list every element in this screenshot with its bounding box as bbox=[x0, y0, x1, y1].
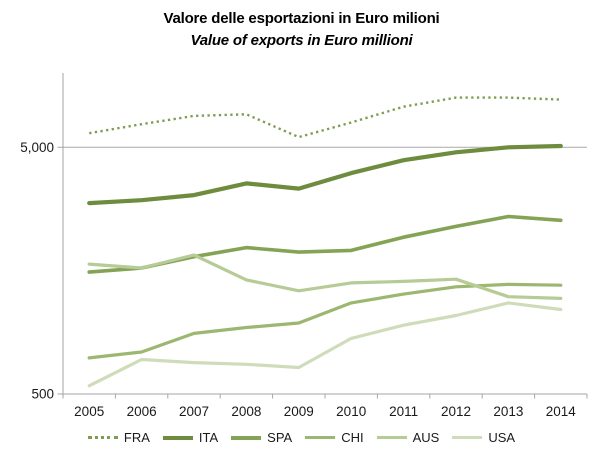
legend-item-spa: SPA bbox=[231, 430, 292, 445]
legend-item-chi: CHI bbox=[305, 430, 364, 445]
x-axis-label-2012: 2012 bbox=[441, 404, 471, 419]
x-axis-label-2005: 2005 bbox=[74, 404, 104, 419]
ita-line-swatch-icon bbox=[162, 435, 193, 440]
chart-header: Valore delle esportazioni in Euro milion… bbox=[0, 8, 603, 52]
chart-title: Valore delle esportazioni in Euro milion… bbox=[163, 10, 440, 27]
chi-line-swatch-icon bbox=[305, 436, 336, 439]
spa-line-swatch-icon bbox=[231, 435, 262, 440]
chart-legend: FRA ITA SPA CHI AUS USA bbox=[0, 430, 603, 445]
legend-label-fra: FRA bbox=[123, 430, 150, 445]
series-line-usa bbox=[87, 301, 563, 388]
legend-label-aus: AUS bbox=[412, 430, 440, 445]
legend-item-fra: FRA bbox=[87, 430, 150, 445]
series-line-fra bbox=[88, 96, 561, 139]
legend-label-ita: ITA bbox=[198, 430, 219, 445]
x-axis-label-2007: 2007 bbox=[179, 404, 209, 419]
x-axis-label-2013: 2013 bbox=[493, 404, 523, 419]
usa-line-swatch-icon bbox=[452, 436, 483, 439]
legend-label-chi: CHI bbox=[341, 430, 364, 445]
chart-subtitle: Value of exports in Euro millioni bbox=[190, 32, 413, 49]
legend-item-aus: AUS bbox=[376, 430, 440, 445]
x-axis-label-2006: 2006 bbox=[127, 404, 157, 419]
aus-line-swatch-icon bbox=[376, 436, 407, 439]
series-line-chi bbox=[87, 282, 563, 360]
x-axis-label-2011: 2011 bbox=[389, 404, 418, 419]
x-axis-label-2014: 2014 bbox=[546, 404, 577, 419]
legend-label-spa: SPA bbox=[267, 430, 293, 445]
x-axis-label-2010: 2010 bbox=[336, 404, 366, 419]
y-axis-label: 500 bbox=[31, 387, 54, 402]
x-axis-label-2008: 2008 bbox=[231, 404, 261, 419]
x-axis-label-2009: 2009 bbox=[284, 404, 314, 419]
legend-item-ita: ITA bbox=[162, 430, 219, 445]
fra-line-swatch-icon bbox=[87, 436, 118, 439]
series-line-aus bbox=[87, 253, 563, 300]
series-line-ita bbox=[87, 143, 563, 206]
legend-label-usa: USA bbox=[488, 430, 516, 445]
legend-item-usa: USA bbox=[452, 430, 515, 445]
y-axis-label: 5,000 bbox=[20, 140, 54, 155]
